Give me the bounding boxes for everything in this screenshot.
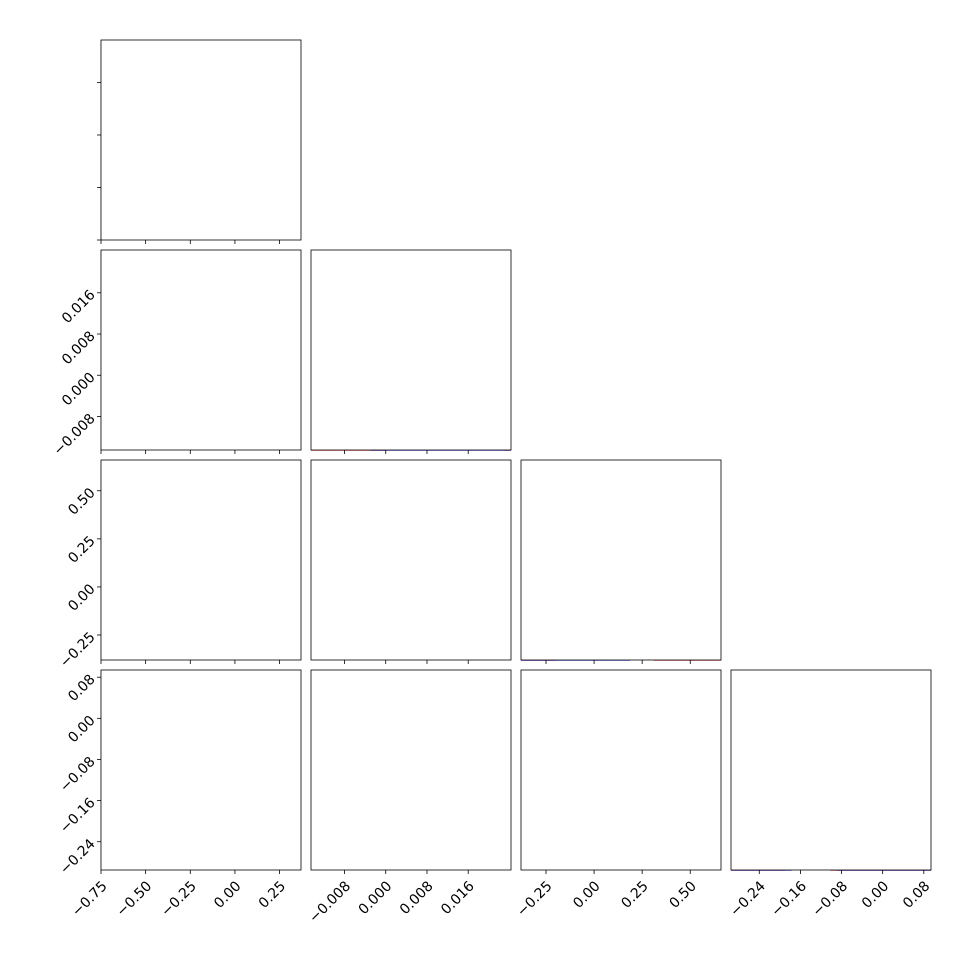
y-tick-label: −0.16: [57, 795, 99, 837]
y-tick-label: 0.016: [59, 287, 99, 327]
y-tick-label: 0.000: [59, 370, 99, 410]
panel-frame: [100, 39, 302, 241]
y-tick-label: −0.24: [57, 836, 99, 878]
y-tick-label: 0.00: [65, 581, 98, 614]
scatter-panel-3-1: −0.008 0.000 0.008 0.016: [306, 669, 512, 926]
histogram-panel-2: [520, 459, 722, 664]
panel-frame: [520, 459, 722, 661]
panel-frame: [310, 459, 512, 661]
y-tick-label: 0.50: [65, 485, 98, 518]
y-tick-label: 0.008: [59, 328, 99, 368]
x-tick-label: −0.50: [114, 878, 156, 920]
x-tick-label: −0.25: [158, 878, 200, 920]
scatter-panel-3-0: −0.75 −0.50 −0.25 0.00 0.25 −0.24−0.16−0.08 0.…: [57, 669, 302, 920]
histogram-panel-1: [310, 249, 512, 454]
panel-frame: [310, 249, 512, 451]
y-tick-label: 0.08: [65, 672, 98, 705]
scatter-point: [95, 343, 97, 345]
y-tick-label: −0.08: [57, 754, 99, 796]
x-tick-label: 0.00: [211, 878, 244, 911]
y-tick-label: 0.25: [65, 533, 98, 566]
panel-frame: [100, 459, 302, 661]
x-tick-label: 0.25: [256, 878, 289, 911]
x-tick-label: −0.75: [69, 878, 111, 920]
scatter-panel-2-1: [310, 459, 512, 664]
panel-frame: [100, 249, 302, 451]
y-tick-label: −0.25: [57, 629, 99, 671]
y-tick-label: 0.00: [65, 713, 98, 746]
scatter-point: [184, 451, 186, 453]
scatter-panel-2-0: −0.25 0.00 0.25 0.50: [57, 459, 302, 671]
histogram-panel-0: [97, 39, 302, 244]
panel-frame: [100, 669, 302, 871]
y-tick-label: −0.008: [51, 411, 99, 459]
